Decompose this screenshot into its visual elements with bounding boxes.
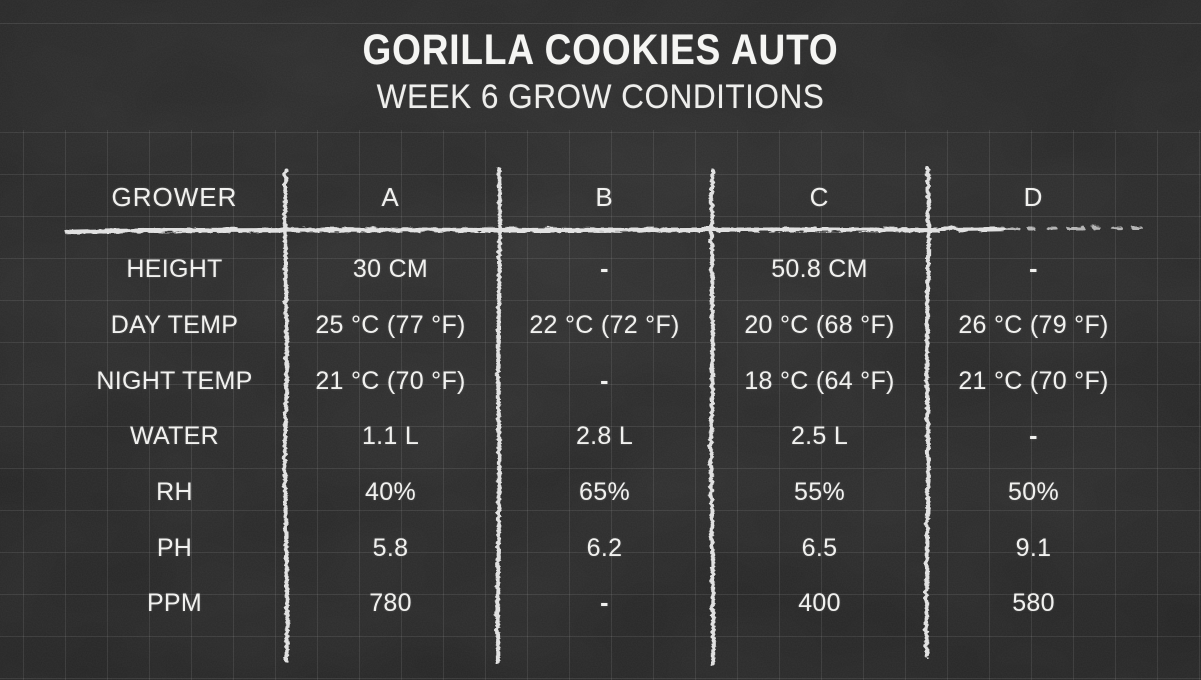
row-label-water: WATER bbox=[130, 422, 219, 451]
cell-water-d: - bbox=[1029, 422, 1038, 451]
cell-water-a: 1.1 L bbox=[361, 422, 420, 451]
cell-night-temp-a: 21 °C (70 °F) bbox=[315, 366, 466, 395]
cell-height-a: 30 CM bbox=[352, 255, 429, 284]
column-header-c: C bbox=[809, 181, 830, 212]
cell-rh-b: 65% bbox=[579, 478, 630, 507]
row-label-ppm: PPM bbox=[146, 589, 203, 618]
page-title: GORILLA COOKIES AUTO bbox=[362, 26, 839, 74]
column-header-b: B bbox=[595, 181, 614, 212]
header-divider-gap bbox=[65, 226, 1140, 242]
cell-height-b: - bbox=[600, 255, 609, 284]
header: GORILLA COOKIES AUTO WEEK 6 GROW CONDITI… bbox=[0, 26, 1201, 117]
column-header-a: A bbox=[381, 181, 400, 212]
column-header-grower: GROWER bbox=[111, 181, 238, 212]
cell-ph-a: 5.8 bbox=[372, 533, 409, 562]
cell-height-c: 50.8 CM bbox=[771, 255, 868, 284]
cell-night-temp-b: - bbox=[600, 366, 609, 395]
cell-ppm-b: - bbox=[600, 589, 609, 618]
cell-night-temp-c: 18 °C (64 °F) bbox=[744, 366, 895, 395]
row-label-day-temp: DAY TEMP bbox=[110, 311, 239, 340]
cell-rh-c: 55% bbox=[794, 478, 845, 507]
page-subtitle: WEEK 6 GROW CONDITIONS bbox=[376, 78, 825, 117]
cell-height-d: - bbox=[1029, 255, 1038, 284]
cell-day-temp-d: 26 °C (79 °F) bbox=[958, 311, 1109, 340]
cell-night-temp-d: 21 °C (70 °F) bbox=[958, 366, 1109, 395]
column-header-d: D bbox=[1023, 181, 1044, 212]
grow-conditions-table: GROWER A B C D HEIGHT 30 CM - 50.8 CM - … bbox=[65, 168, 1140, 632]
cell-day-temp-b: 22 °C (72 °F) bbox=[529, 311, 680, 340]
row-label-ph: PH bbox=[156, 533, 193, 562]
cell-water-b: 2.8 L bbox=[575, 422, 634, 451]
cell-water-c: 2.5 L bbox=[790, 422, 849, 451]
cell-ppm-d: 580 bbox=[1012, 589, 1055, 618]
cell-rh-d: 50% bbox=[1008, 478, 1059, 507]
row-label-night-temp: NIGHT TEMP bbox=[96, 366, 253, 395]
cell-ph-d: 9.1 bbox=[1015, 533, 1052, 562]
top-grid-line bbox=[0, 23, 1201, 24]
cell-day-temp-c: 20 °C (68 °F) bbox=[744, 311, 895, 340]
cell-ph-c: 6.5 bbox=[801, 533, 838, 562]
row-label-height: HEIGHT bbox=[126, 255, 223, 284]
cell-ppm-a: 780 bbox=[369, 589, 412, 618]
cell-ppm-c: 400 bbox=[798, 589, 841, 618]
cell-ph-b: 6.2 bbox=[586, 533, 623, 562]
cell-day-temp-a: 25 °C (77 °F) bbox=[315, 311, 466, 340]
row-label-rh: RH bbox=[156, 478, 193, 507]
cell-rh-a: 40% bbox=[365, 478, 416, 507]
